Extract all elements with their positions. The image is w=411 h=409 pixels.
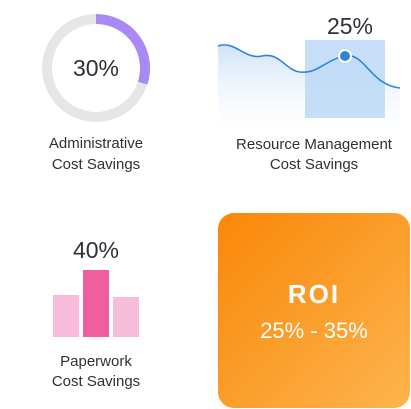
admin-percent: 30% <box>73 55 119 81</box>
resource-percent: 25% <box>327 13 373 39</box>
admin-title: Cost Savings <box>52 156 140 173</box>
point <box>338 49 352 63</box>
bar <box>53 295 79 337</box>
paperwork-title: Paperwork <box>60 353 132 370</box>
resource-title: Cost Savings <box>270 156 358 173</box>
bar <box>83 270 109 337</box>
paperwork-title: Cost Savings <box>52 373 140 390</box>
roi-range: 25% - 35% <box>260 318 368 343</box>
resource-title: Resource Management <box>236 136 393 153</box>
roi-title: ROI <box>288 279 340 309</box>
bar <box>113 297 139 337</box>
line <box>217 44 401 89</box>
paperwork-percent: 40% <box>73 237 119 263</box>
donut-arc <box>95 14 150 85</box>
admin-title: Administrative <box>49 135 143 152</box>
roi-card <box>218 213 410 408</box>
